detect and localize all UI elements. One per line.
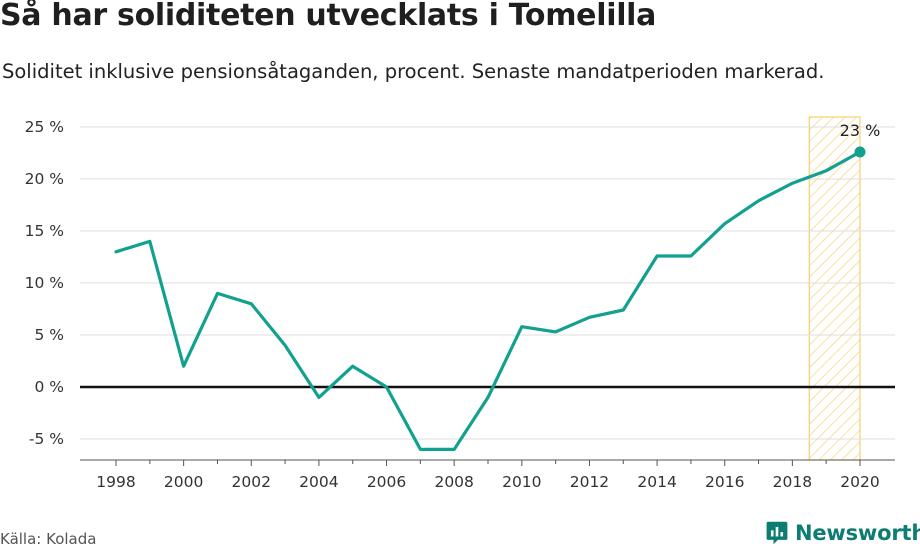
x-tick-label: 2002 [232,473,271,491]
y-tick-label: 15 % [25,222,64,240]
y-tick-label: 0 % [34,378,64,396]
chart-subtitle: Soliditet inklusive pensionsåtaganden, p… [2,60,825,83]
x-tick-label: 2018 [773,473,812,491]
x-tick-label: 2004 [299,473,338,491]
x-tick-label: 1998 [96,473,135,491]
series-line [114,150,862,451]
x-tick-label: 2014 [637,473,676,491]
highlight-period [808,116,861,461]
x-tick-label: 2006 [367,473,406,491]
end-point [854,146,866,158]
brand-name: Newsworthy [795,521,920,545]
source-note: Källa: Kolada [0,530,97,548]
y-tick-label: 25 % [25,118,64,136]
y-tick-label: 5 % [34,326,64,344]
x-tick-label: 2008 [434,473,473,491]
x-tick-label: 2016 [705,473,744,491]
newsworthy-logo[interactable]: Newsworthy [764,520,920,546]
x-tick-label: 2012 [570,473,609,491]
newsworthy-logo-icon [766,521,788,545]
x-tick-label: 2010 [502,473,541,491]
line-chart: -5 % 0 % 5 % 10 % 15 % 20 % 25 % 1998 2000 2002 20… [25,116,895,491]
y-tick-label: 20 % [25,170,64,188]
x-tick-label: 2000 [164,473,203,491]
x-tick-label: 2020 [840,473,879,491]
y-tick-label: 10 % [25,274,64,292]
y-tick-label: -5 % [29,430,64,448]
chart-title: Så har soliditeten utvecklats i Tomelill… [0,0,657,33]
end-value-label: 23 % [840,121,881,140]
